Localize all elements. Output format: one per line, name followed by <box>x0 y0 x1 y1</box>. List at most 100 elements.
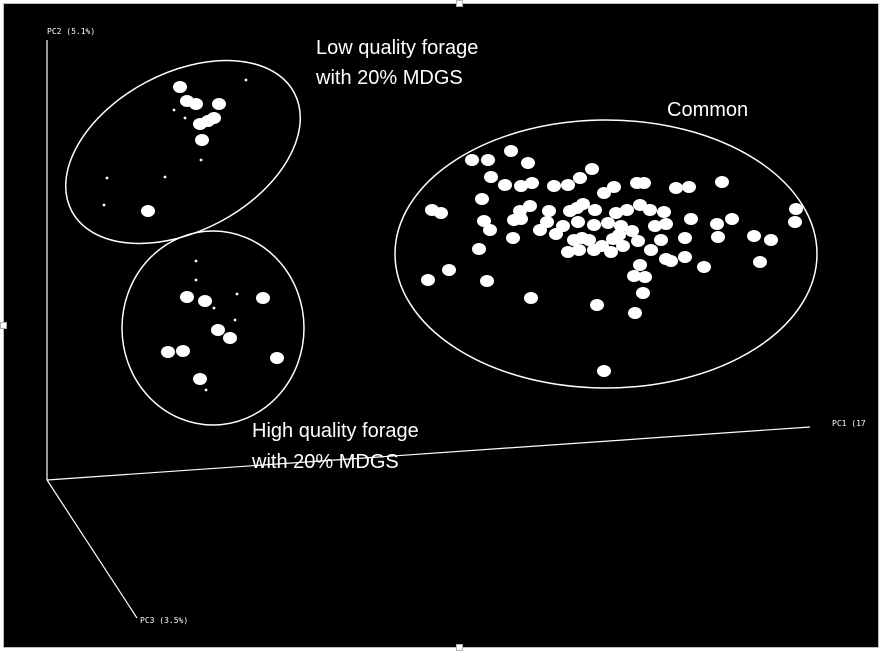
plot-frame <box>3 3 879 648</box>
pc3-axis-line <box>46 479 138 619</box>
high-quality-point <box>204 388 208 392</box>
low-quality-point <box>172 108 176 112</box>
common-point <box>475 193 489 205</box>
common-point <box>514 180 528 192</box>
common-point <box>711 231 725 243</box>
low-quality-point <box>195 134 209 146</box>
common-point <box>465 154 479 166</box>
resize-handle-top[interactable] <box>456 0 463 7</box>
common-point <box>614 220 628 232</box>
common-point <box>472 243 486 255</box>
high-quality-point <box>198 295 212 307</box>
common-point <box>710 218 724 230</box>
low-quality-point <box>183 116 187 120</box>
common-point <box>747 230 761 242</box>
common-point <box>480 275 494 287</box>
low-quality-point <box>163 175 167 179</box>
high-quality-point <box>176 345 190 357</box>
low-quality-point <box>189 98 203 110</box>
common-point <box>542 205 556 217</box>
common-point <box>575 232 589 244</box>
high-quality-point <box>193 373 207 385</box>
common-point <box>664 255 678 267</box>
common-point <box>612 229 626 241</box>
common-point <box>524 292 538 304</box>
common-point <box>477 215 491 227</box>
high-quality-label-line-1: High quality forage <box>252 420 419 442</box>
common-point <box>601 217 615 229</box>
common-point <box>657 206 671 218</box>
common-point <box>483 224 497 236</box>
common-point <box>725 213 739 225</box>
common-point <box>504 145 518 157</box>
low-quality-point <box>173 81 187 93</box>
common-point <box>556 220 570 232</box>
common-point <box>547 180 561 192</box>
common-point <box>521 157 535 169</box>
common-point <box>627 270 641 282</box>
common-point <box>637 177 651 189</box>
common-point <box>684 213 698 225</box>
common-point <box>764 234 778 246</box>
low-quality-cluster-ellipse <box>64 59 302 245</box>
common-point <box>636 287 650 299</box>
low-quality-point <box>193 118 207 130</box>
high-quality-point <box>212 306 216 310</box>
common-point <box>604 246 618 258</box>
low-quality-point <box>212 98 226 110</box>
common-point <box>609 207 623 219</box>
pc2-axis-label: PC2 (5.1%) <box>47 27 95 36</box>
low-quality-label-line-1: Low quality forage <box>316 37 478 59</box>
common-point <box>607 181 621 193</box>
common-point <box>576 198 590 210</box>
common-point <box>481 154 495 166</box>
axes: PC2 (5.1%) PC1 (17 PC3 (3.5%) <box>46 27 866 625</box>
common-point <box>523 200 537 212</box>
high-quality-cluster-ellipse <box>121 230 305 426</box>
common-point <box>625 225 639 237</box>
resize-handle-left[interactable] <box>0 322 7 329</box>
common-point <box>590 299 604 311</box>
high-quality-point <box>223 332 237 344</box>
common-point <box>597 187 611 199</box>
common-point <box>753 256 767 268</box>
common-point <box>616 240 630 252</box>
common-point <box>682 181 696 193</box>
common-point <box>588 204 602 216</box>
common-point <box>585 163 599 175</box>
common-point <box>525 177 539 189</box>
common-point <box>572 244 586 256</box>
low-quality-label-line-2: with 20% MDGS <box>315 67 463 89</box>
common-cluster-ellipse <box>394 119 818 389</box>
pc3-axis-label: PC3 (3.5%) <box>140 616 188 625</box>
common-point <box>484 171 498 183</box>
common-point <box>648 220 662 232</box>
common-point <box>631 235 645 247</box>
high-quality-point <box>211 324 225 336</box>
common-point <box>587 244 601 256</box>
common-point <box>573 172 587 184</box>
high-quality-point <box>233 318 237 322</box>
common-point <box>540 216 554 228</box>
high-quality-point <box>194 278 198 282</box>
common-point <box>678 232 692 244</box>
common-point <box>506 232 520 244</box>
common-point <box>638 271 652 283</box>
common-point <box>628 307 642 319</box>
common-point <box>697 261 711 273</box>
common-point <box>715 176 729 188</box>
high-quality-point <box>235 292 239 296</box>
common-point <box>514 213 528 225</box>
low-quality-point <box>244 78 248 82</box>
cluster-ellipses <box>64 59 818 426</box>
high-quality-point <box>180 291 194 303</box>
common-point <box>633 259 647 271</box>
common-point <box>587 219 601 231</box>
common-point <box>678 251 692 263</box>
common-point <box>498 179 512 191</box>
low-quality-point <box>199 158 203 162</box>
common-point <box>643 204 657 216</box>
common-point <box>669 182 683 194</box>
common-point <box>788 216 802 228</box>
